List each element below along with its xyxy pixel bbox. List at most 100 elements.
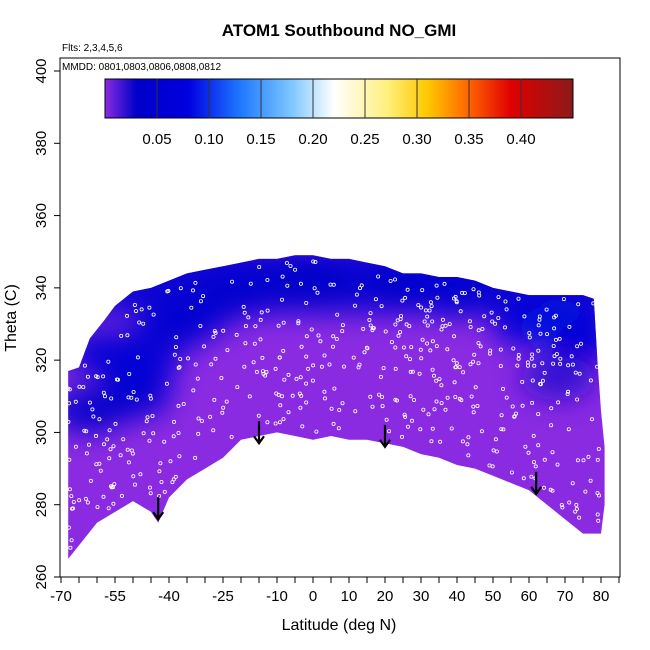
sample-point (428, 300, 433, 305)
sample-point (537, 314, 542, 319)
y-tick-label: 400 (33, 58, 50, 83)
sample-point (452, 380, 457, 385)
sample-point (451, 358, 456, 363)
sample-point (296, 319, 301, 324)
sample-point (151, 312, 156, 317)
sample-point (213, 330, 218, 335)
sample-point (242, 364, 247, 369)
sample-point (575, 458, 580, 463)
sample-point (516, 356, 521, 361)
sample-point (141, 431, 146, 436)
x-axis: -70 -55 -40 -25 -10 0 10 20 30 40 50 60 70 80 (50, 577, 620, 605)
no-blob (419, 273, 495, 318)
sample-point (553, 313, 558, 318)
sample-point (538, 331, 543, 336)
sample-point (490, 319, 495, 324)
sample-point (579, 341, 584, 346)
tropopause-arrows (152, 421, 543, 522)
sample-point (212, 397, 217, 402)
sample-point (247, 394, 252, 399)
sample-point (69, 494, 74, 499)
sample-point (550, 450, 555, 455)
sample-point (261, 371, 266, 376)
sample-point (393, 366, 398, 371)
sample-point (172, 352, 177, 357)
sample-point (514, 411, 519, 416)
sample-point (362, 350, 367, 355)
sample-point (129, 448, 134, 453)
sample-point (453, 365, 458, 370)
sample-point (137, 320, 142, 325)
no-blob (68, 388, 128, 433)
sample-point (235, 385, 240, 390)
sample-point (126, 460, 131, 465)
sample-point (251, 360, 256, 365)
sample-point (453, 294, 458, 299)
no-field (68, 255, 605, 559)
sample-point (504, 395, 509, 400)
sample-point (430, 319, 435, 324)
sample-point (552, 354, 557, 359)
sample-point (293, 267, 298, 272)
sample-point (540, 361, 545, 366)
sample-point (418, 427, 423, 432)
sample-point (394, 398, 399, 403)
sample-point (429, 439, 434, 444)
sample-point (493, 321, 498, 326)
sample-point (529, 474, 534, 479)
sample-point (527, 331, 532, 336)
sample-point (573, 370, 578, 375)
sample-point (285, 283, 290, 288)
sample-point (461, 370, 466, 375)
sample-point (373, 297, 378, 302)
sample-point (533, 464, 538, 469)
sample-point (570, 362, 575, 367)
sample-point (67, 401, 72, 406)
sample-point (496, 295, 501, 300)
sample-point (432, 407, 437, 412)
sample-point (84, 451, 89, 456)
sample-point (341, 364, 346, 369)
sample-point (558, 361, 563, 366)
x-tick-label: 30 (413, 588, 430, 605)
sample-point (281, 320, 286, 325)
sample-point (542, 457, 547, 462)
sample-point (370, 326, 375, 331)
sample-point (427, 308, 432, 313)
sample-point (473, 385, 478, 390)
y-tick-label: 380 (33, 131, 50, 156)
sample-point (106, 506, 111, 511)
sample-point (442, 281, 447, 286)
sample-point (281, 348, 286, 353)
sample-point (596, 446, 601, 451)
sample-point (83, 496, 88, 501)
sample-point (264, 369, 269, 374)
sample-point (125, 313, 130, 318)
colorbar: 0.05 0.10 0.15 0.20 0.25 0.30 0.35 0.40 (104, 78, 574, 148)
sample-point (253, 324, 258, 329)
sample-point (297, 391, 302, 396)
sample-point (85, 500, 90, 505)
sample-point (509, 470, 514, 475)
sample-point (102, 442, 107, 447)
sample-point (452, 334, 457, 339)
sample-point (574, 506, 579, 511)
sample-point (298, 281, 303, 286)
sample-point (259, 310, 264, 315)
sample-point (298, 405, 303, 410)
sample-point (542, 370, 547, 375)
sample-point (177, 454, 182, 459)
sample-point (148, 396, 153, 401)
sample-point (378, 374, 383, 379)
sample-point (379, 394, 384, 399)
sample-point (388, 278, 393, 283)
sample-point (493, 437, 498, 442)
sample-point (335, 312, 340, 317)
sample-point (298, 375, 303, 380)
sample-point (496, 315, 501, 320)
sample-point (177, 364, 182, 369)
sample-point (229, 434, 234, 439)
sample-point (141, 321, 146, 326)
sample-point (566, 363, 571, 368)
sample-point (322, 396, 327, 401)
